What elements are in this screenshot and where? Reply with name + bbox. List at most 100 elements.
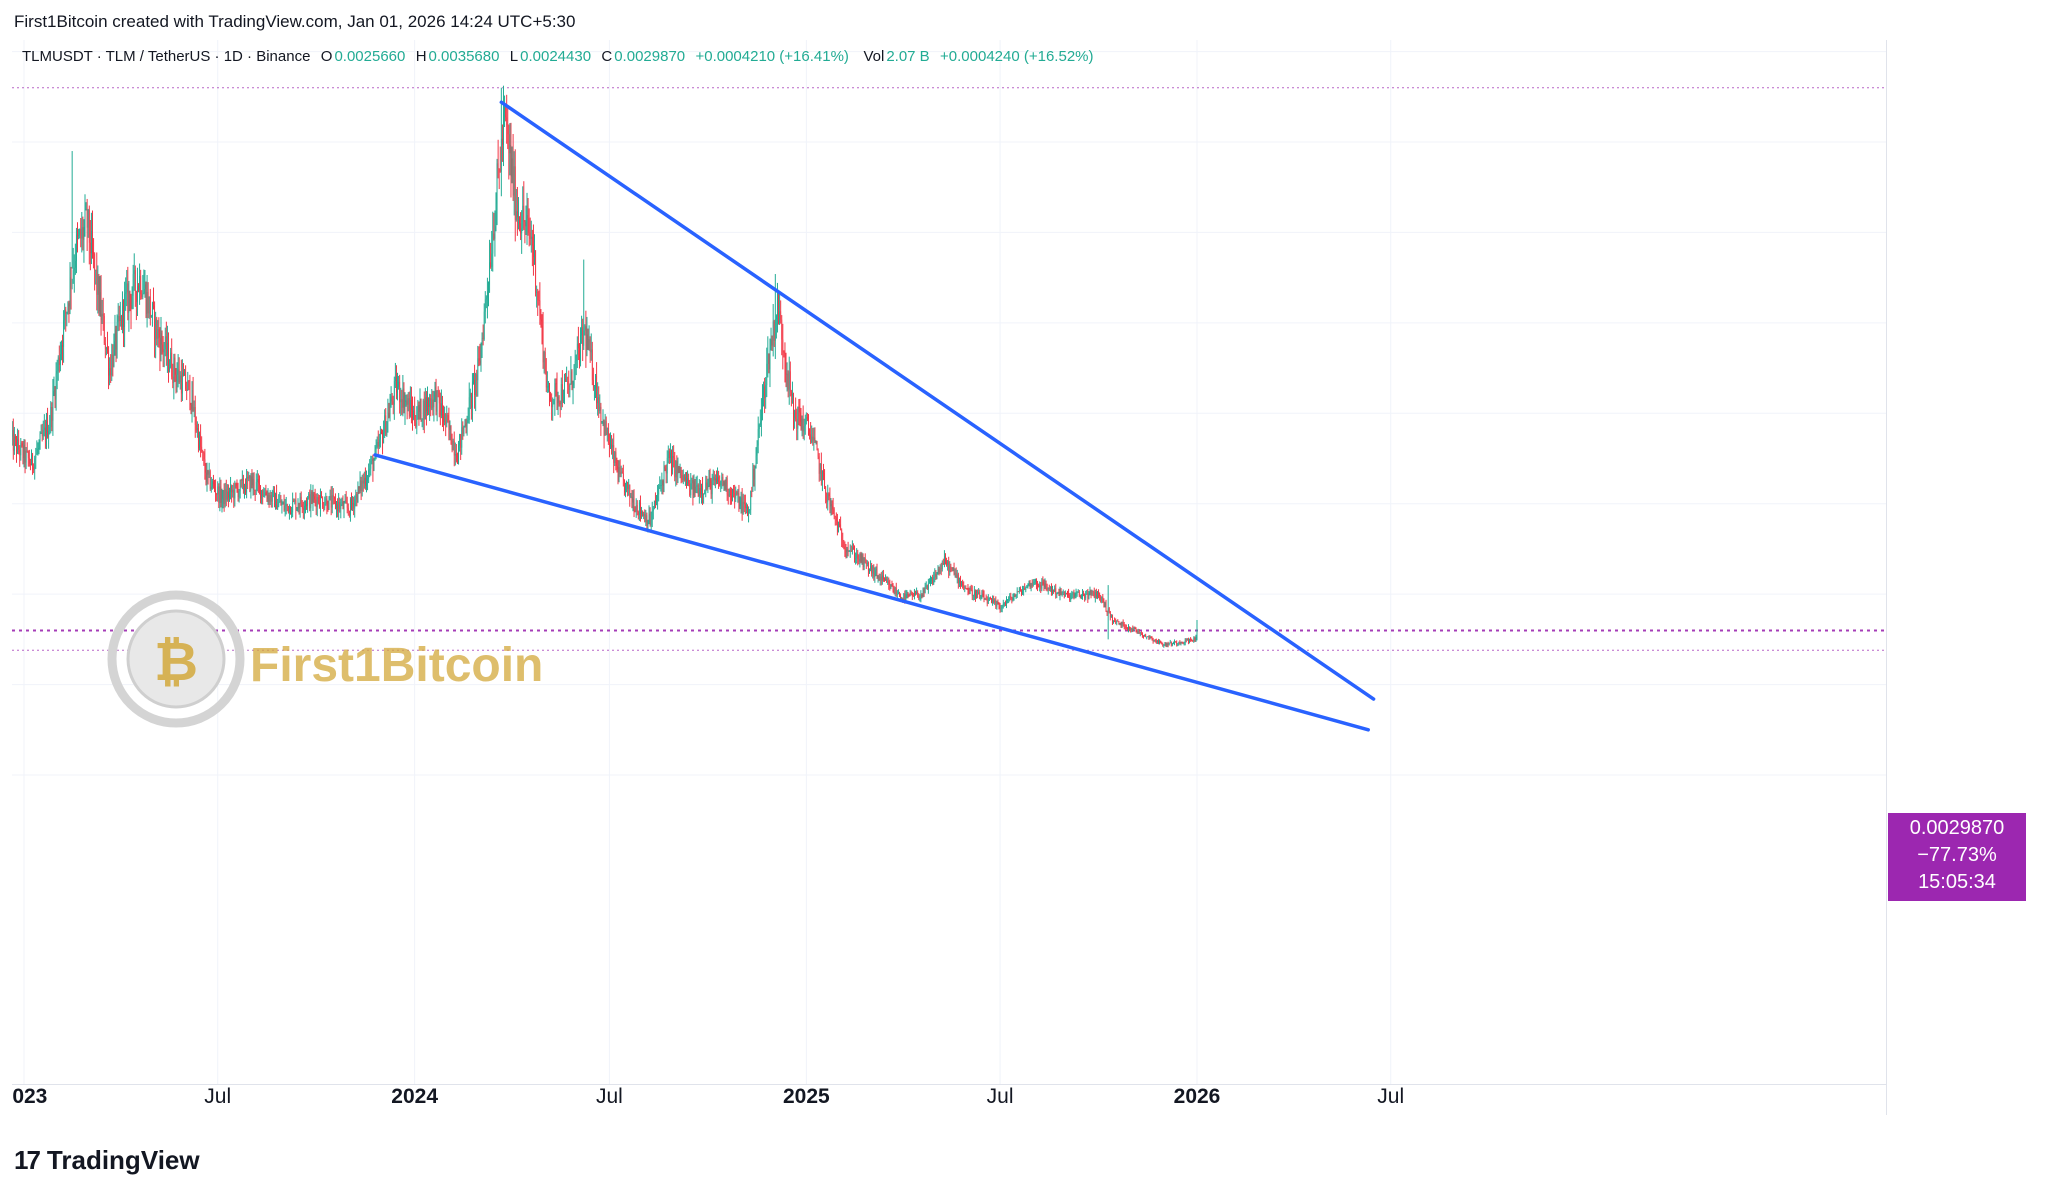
candle-body (487, 291, 488, 298)
candle-body (1076, 592, 1078, 594)
candle-body (458, 445, 459, 464)
candle-body (62, 345, 63, 347)
candle-body (114, 329, 116, 342)
candle-body (86, 208, 88, 228)
candle-body (414, 410, 416, 423)
candle-body (68, 303, 70, 307)
candle-body (434, 386, 436, 393)
candle-body (117, 315, 119, 323)
candle-body (13, 436, 15, 451)
legend-vol-label: Vol (863, 48, 885, 65)
trendline-upper (499, 100, 1376, 701)
candle-body (28, 458, 30, 464)
candle-body (692, 480, 694, 495)
candle-body (508, 134, 510, 154)
candle-body (555, 383, 557, 385)
candle-body (962, 581, 964, 586)
candle-body (977, 594, 979, 595)
candle-body (365, 477, 366, 486)
candle-body (654, 500, 655, 509)
candle-body (904, 593, 906, 601)
candle-body (998, 604, 1000, 607)
candle-body (762, 395, 763, 410)
candle-body (370, 460, 372, 469)
chart-svg[interactable]: ₿ First1Bitcoin 0.03500000.03000000.0250… (12, 40, 1886, 1115)
candle-body (861, 555, 863, 563)
candle-body (31, 454, 32, 466)
candle-body (191, 390, 193, 410)
candle-body (795, 410, 797, 420)
candle-body (111, 354, 113, 376)
candle-body (990, 597, 991, 599)
candle-body (142, 293, 144, 298)
candle-body (899, 593, 900, 597)
candle-body (400, 399, 402, 403)
candle-body (287, 506, 289, 513)
candle-body (159, 337, 161, 355)
candle-body (468, 397, 470, 421)
candle-body (131, 295, 133, 309)
candle-body (461, 427, 463, 448)
candle-body (99, 292, 101, 312)
candle-body (98, 276, 100, 312)
candle-body (1170, 642, 1172, 646)
candle-body (543, 352, 545, 363)
candle-body (190, 404, 192, 410)
candle-body (687, 478, 688, 486)
candle-body (1100, 596, 1102, 602)
candle-body (1146, 636, 1148, 638)
candle-body (905, 594, 907, 601)
candle-body (225, 489, 227, 500)
candle-body (876, 569, 878, 578)
candle-body (747, 506, 748, 516)
candle-body (701, 486, 702, 495)
candle-body (357, 486, 359, 503)
candle-body (518, 216, 519, 218)
candle-body (856, 553, 858, 559)
candle-body (972, 595, 974, 597)
legend-symbol[interactable]: TLMUSDT · TLM / TetherUS · 1D · Binance (22, 48, 311, 65)
candle-body (71, 278, 73, 290)
legend-vol-value: 2.07 B (886, 48, 930, 65)
candle-body (331, 495, 333, 508)
badge-countdown: 15:05:34 (1918, 871, 1996, 893)
candle-body (388, 412, 390, 418)
candle-body (811, 436, 813, 443)
candle-body (1033, 581, 1035, 583)
candle-body (661, 480, 663, 486)
candle-body (704, 492, 706, 495)
candle-body (777, 291, 778, 316)
candle-body (265, 492, 267, 496)
candle-body (136, 291, 137, 302)
candle-body (183, 372, 184, 376)
candle-body (1117, 620, 1119, 622)
candle-body (1057, 592, 1059, 594)
candle-body (1148, 636, 1150, 639)
candle-body (891, 584, 893, 587)
candle-body (624, 480, 625, 493)
candle-body (949, 566, 951, 573)
candle-body (84, 209, 86, 227)
candle-body (305, 503, 306, 506)
candle-body (359, 480, 361, 489)
candle-body (294, 500, 296, 502)
candle-body (500, 138, 502, 172)
candle-body (489, 262, 490, 285)
candle-body (844, 548, 846, 550)
candle-body (870, 565, 871, 570)
candle-body (16, 438, 17, 453)
x-axis-ticks: 2023 Jul 2024 Jul 2025 Jul 2026 Jul (12, 1085, 1404, 1108)
candle-body (618, 467, 620, 481)
candle-body (222, 490, 224, 499)
candle-body (785, 367, 787, 375)
candle-body (1014, 595, 1016, 597)
candle-body (277, 505, 279, 510)
candle-body (1054, 588, 1056, 592)
tradingview-logo[interactable]: 17 TradingView (14, 1145, 200, 1176)
candle-body (797, 406, 799, 429)
candle-body (79, 229, 81, 236)
candle-body (1086, 593, 1088, 595)
candle-body (914, 593, 915, 597)
trendlines[interactable] (373, 100, 1376, 732)
candle-body (279, 500, 281, 502)
